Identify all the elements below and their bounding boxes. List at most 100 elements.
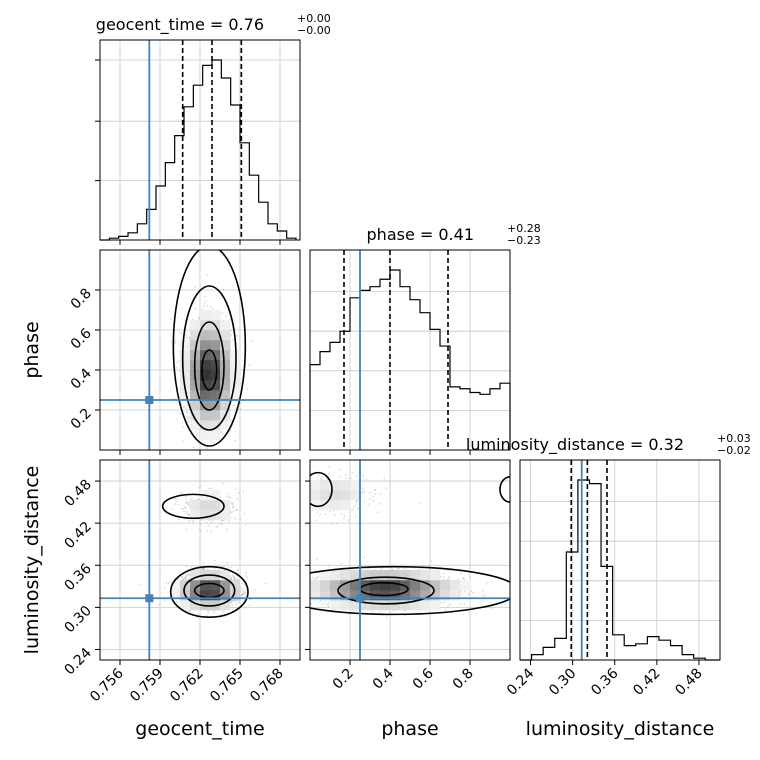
- sample-point: [186, 411, 189, 414]
- sample-point: [459, 602, 462, 605]
- sample-point: [212, 308, 214, 310]
- density-cell: [200, 430, 211, 441]
- sample-point: [229, 577, 232, 580]
- sample-point: [184, 506, 186, 508]
- sample-point: [182, 507, 185, 510]
- sample-point: [231, 338, 234, 341]
- sample-point: [330, 523, 333, 526]
- density-cell: [210, 500, 221, 511]
- sample-point: [239, 518, 242, 521]
- sample-point: [239, 407, 242, 410]
- sample-point: [184, 496, 187, 498]
- density-cell: [210, 430, 221, 441]
- sample-point: [165, 582, 168, 584]
- density-cell: [210, 490, 221, 501]
- sample-point: [182, 578, 185, 580]
- sample-point: [185, 575, 188, 577]
- sample-point: [290, 489, 292, 491]
- sample-point: [164, 586, 166, 589]
- density-cell: [200, 390, 211, 401]
- sample-point: [243, 591, 246, 594]
- density-cell: [180, 600, 191, 611]
- sample-point: [220, 523, 223, 526]
- density-cell: [220, 320, 231, 331]
- y-tick-label: 0.42: [61, 519, 94, 552]
- sample-point: [226, 567, 229, 569]
- density-cell: [180, 350, 191, 361]
- sample-point: [210, 530, 212, 533]
- density-cell: [200, 590, 211, 601]
- contour-line: [181, 285, 237, 431]
- density-cell: [230, 580, 241, 591]
- density-cell: [200, 330, 211, 341]
- x-tick-label: 0.765: [207, 666, 247, 706]
- sample-point: [230, 566, 232, 569]
- sample-point: [171, 508, 174, 510]
- sample-point: [392, 568, 394, 571]
- sample-point: [234, 517, 236, 520]
- sample-point: [187, 578, 190, 580]
- density-cell: [180, 360, 191, 371]
- sample-point: [307, 485, 309, 487]
- sample-point: [180, 507, 183, 510]
- sample-point: [202, 567, 205, 570]
- density-cell: [220, 510, 231, 521]
- sample-point: [177, 571, 180, 574]
- sample-point: [187, 513, 190, 516]
- density-cell: [200, 400, 211, 411]
- sample-point: [201, 308, 204, 310]
- sample-point: [245, 571, 247, 574]
- sample-point: [212, 610, 215, 613]
- sample-point: [182, 426, 185, 428]
- sample-point: [207, 611, 210, 614]
- density-cell: [200, 340, 211, 351]
- density-cell: [220, 590, 231, 601]
- sample-point: [242, 582, 245, 584]
- sample-point: [242, 592, 244, 595]
- sample-point: [201, 567, 204, 570]
- density-cell: [200, 510, 211, 521]
- sample-point: [264, 582, 267, 585]
- contour-line: [183, 574, 236, 607]
- sample-point: [236, 569, 239, 572]
- sample-point: [194, 286, 196, 288]
- sample-point: [206, 530, 209, 532]
- sample-point: [197, 451, 199, 453]
- sample-point: [186, 499, 188, 501]
- sample-point: [202, 561, 205, 564]
- sample-point: [225, 528, 228, 531]
- panel-title-sup: +0.00: [297, 12, 331, 25]
- sample-point: [206, 304, 209, 307]
- sample-point: [224, 615, 227, 618]
- density-cell: [200, 420, 211, 431]
- sample-point: [235, 603, 238, 605]
- sample-point: [174, 503, 177, 506]
- sample-point: [180, 333, 183, 335]
- sample-point: [230, 578, 232, 581]
- histogram-panel-geocent_time: geocent_time = 0.76 +0.00−0.00: [95, 12, 331, 245]
- sample-point: [185, 411, 188, 414]
- panel-content: [290, 460, 510, 660]
- sample-point: [176, 418, 179, 421]
- sample-point: [254, 589, 257, 591]
- panel-title-sup: +0.28: [507, 222, 541, 235]
- sample-point: [182, 578, 185, 581]
- sample-point: [213, 612, 216, 615]
- sample-point: [237, 492, 240, 494]
- sample-point: [304, 502, 306, 504]
- panel-frame: [519, 459, 721, 661]
- sample-point: [329, 510, 331, 513]
- sample-point: [378, 502, 381, 505]
- sample-point: [230, 575, 233, 577]
- sample-point: [230, 599, 232, 602]
- density-cell: [210, 410, 221, 421]
- sample-point: [185, 404, 188, 407]
- sample-point: [229, 334, 232, 336]
- sample-point: [485, 582, 488, 584]
- sample-point: [334, 514, 336, 517]
- sample-point: [232, 576, 235, 578]
- sample-point: [199, 523, 202, 525]
- sample-point: [199, 485, 202, 487]
- sample-point: [203, 442, 206, 444]
- sample-point: [176, 361, 179, 364]
